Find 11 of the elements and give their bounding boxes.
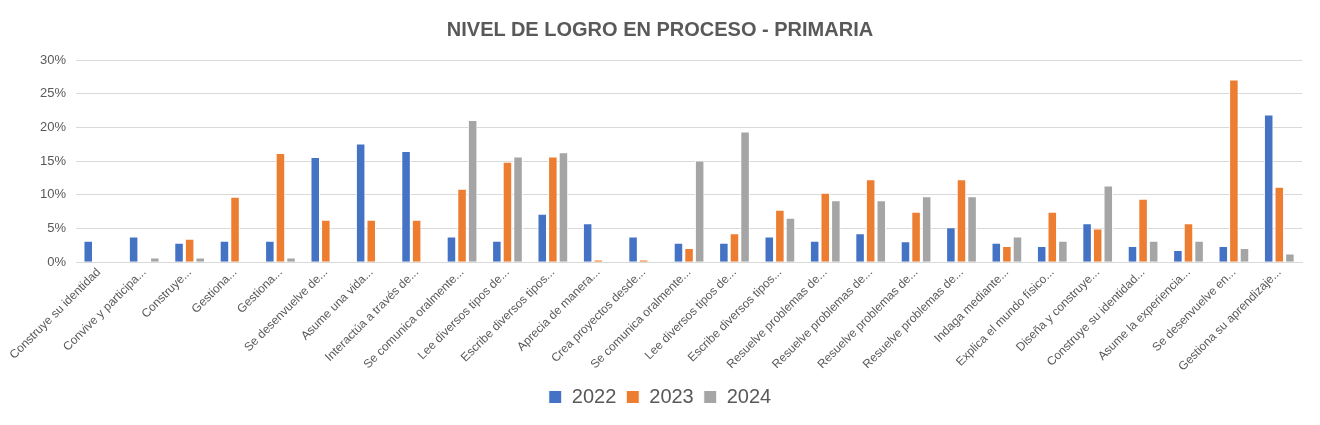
- y-tick-label: 25%: [40, 85, 67, 101]
- y-tick-label: 10%: [40, 186, 67, 202]
- y-tick-label: 0%: [47, 253, 67, 269]
- legend-label: 2024: [726, 384, 772, 407]
- legend-label: 2023: [649, 384, 694, 407]
- y-tick-label: 15%: [40, 152, 67, 168]
- y-tick-label: 5%: [47, 220, 67, 236]
- y-tick-label: 30%: [40, 51, 67, 67]
- y-tick-label: 20%: [40, 118, 67, 134]
- legend-label: 2022: [571, 384, 617, 407]
- chart-title: NIVEL DE LOGRO EN PROCESO - PRIMARIA: [446, 17, 874, 40]
